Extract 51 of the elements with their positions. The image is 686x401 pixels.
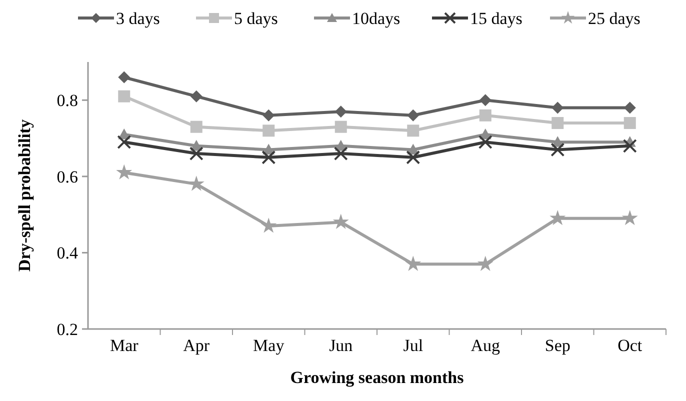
point xyxy=(624,117,636,130)
point xyxy=(118,71,130,84)
point xyxy=(622,210,638,226)
point xyxy=(479,109,492,122)
point xyxy=(552,102,564,114)
legend-label: 10days xyxy=(352,8,400,28)
point xyxy=(262,109,275,122)
x-tick-label: Mar xyxy=(110,336,139,355)
legend-label: 3 days xyxy=(116,8,160,28)
point xyxy=(479,94,492,106)
point xyxy=(552,117,564,130)
point xyxy=(188,176,204,191)
point xyxy=(406,150,420,164)
x-tick-label: Oct xyxy=(618,336,642,355)
point xyxy=(405,256,422,271)
point xyxy=(262,150,276,164)
y-tick-label: 0.6 xyxy=(56,167,78,186)
point xyxy=(262,124,275,137)
legend-label: 5 days xyxy=(234,8,278,28)
point xyxy=(116,164,132,180)
x-tick-label: Apr xyxy=(183,336,210,355)
point xyxy=(622,138,637,153)
point xyxy=(332,214,349,229)
point xyxy=(118,90,130,102)
point xyxy=(190,120,202,133)
point xyxy=(407,124,420,137)
x-tick-label: Jun xyxy=(329,336,354,355)
x-tick-label: Aug xyxy=(470,336,501,355)
legend-label: 15 days xyxy=(470,8,522,28)
legend-label: 25 days xyxy=(588,8,640,28)
point xyxy=(624,102,636,114)
y-tick-label: 0.2 xyxy=(56,320,78,339)
point xyxy=(407,109,420,122)
y-axis-title: Dry-spell probability xyxy=(15,118,34,272)
x-tick-label: Sep xyxy=(544,336,570,355)
point xyxy=(189,146,204,161)
x-tick-label: May xyxy=(253,336,285,355)
point xyxy=(550,142,565,157)
point xyxy=(117,135,132,150)
point xyxy=(190,90,202,102)
point xyxy=(550,210,566,226)
point xyxy=(260,218,277,233)
point xyxy=(477,256,494,271)
point xyxy=(334,120,347,133)
point xyxy=(478,135,492,150)
y-tick-label: 0.8 xyxy=(56,91,78,110)
y-tick-label: 0.4 xyxy=(56,244,78,263)
x-axis-title: Growing season months xyxy=(290,368,464,387)
point xyxy=(334,106,347,118)
x-tick-label: Jul xyxy=(403,336,424,355)
point xyxy=(334,146,348,161)
